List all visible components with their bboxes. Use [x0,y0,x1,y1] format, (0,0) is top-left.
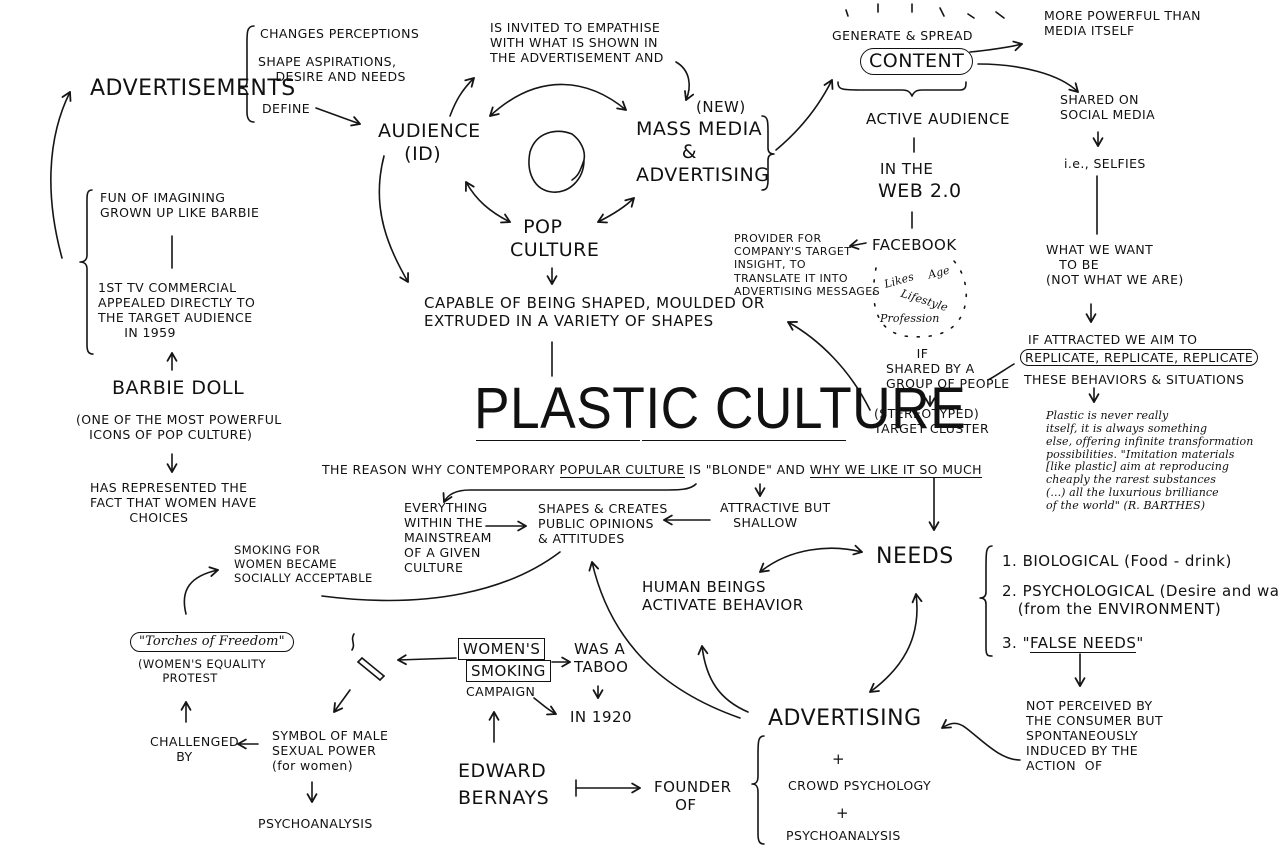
was-taboo-text: WAS A TABOO [574,640,629,676]
challenged-by-text: CHALLENGED BY [150,734,240,764]
plus-sign-2: + [836,804,850,822]
in-the-text: IN THE [880,160,934,178]
founder-of-text: FOUNDER OF [654,778,732,814]
needs-label: NEEDS [876,544,954,569]
title-subtitle: THE REASON WHY CONTEMPORARY POPULAR CULT… [322,462,982,478]
mass-media-label: MASS MEDIA & ADVERTISING [636,118,770,186]
women-choices-text: HAS REPRESENTED THE FACT THAT WOMEN HAVE… [90,480,257,525]
human-beings-text: HUMAN BEINGS ACTIVATE BEHAVIOR [642,578,804,614]
title-underline-right [642,440,846,441]
subtitle-part-c: IS "BLONDE" AND [684,462,810,477]
womens-equality-text: (WOMEN'S EQUALITY PROTEST [138,657,267,685]
torches-of-freedom-label: "Torches of Freedom" [130,632,294,652]
profession-label: Profession [880,312,940,325]
barthes-quote: Plastic is never really itself, it is al… [1046,409,1254,513]
in-1920-text: IN 1920 [570,708,633,726]
capable-shaped-text: CAPABLE OF BEING SHAPED, MOULDED OR EXTR… [424,294,765,330]
pop-culture-label: POP CULTURE [510,216,600,261]
audience-label: AUDIENCE (ID) [378,120,481,165]
not-perceived-text: NOT PERCEIVED BY THE CONSUMER BUT SPONTA… [1026,698,1164,773]
psychoanalysis-left: PSYCHOANALYSIS [258,816,373,831]
advertisements-label: ADVERTISEMENTS [90,76,296,101]
campaign-label: CAMPAIGN [466,684,536,699]
need-false-suffix: " [1136,634,1144,652]
selfies-text: i.e., SELFIES [1064,156,1146,171]
web-2-label: WEB 2.0 [878,180,962,202]
pop-culture-icons-text: (ONE OF THE MOST POWERFUL ICONS OF POP C… [76,412,282,442]
need-false: 3. "FALSE NEEDS" [1002,634,1144,653]
need-psychological: 2. PSYCHOLOGICAL (Desire and wants) (fro… [1002,582,1280,618]
shared-social-media-text: SHARED ON SOCIAL MEDIA [1060,92,1156,122]
define-text: DEFINE [262,101,311,116]
invited-empathise-text: IS INVITED TO EMPATHISE WITH WHAT IS SHO… [490,20,664,65]
attractive-shallow-text: ATTRACTIVE BUT SHALLOW [720,500,831,530]
if-attracted-text: IF ATTRACTED WE AIM TO [1028,332,1198,347]
first-tv-commercial-text: 1ST TV COMMERCIAL APPEALED DIRECTLY TO T… [98,280,256,340]
provider-insight-text: PROVIDER FOR COMPANY'S TARGET INSIGHT, T… [734,232,880,298]
active-audience-label: ACTIVE AUDIENCE [866,110,1010,128]
need-false-prefix: 3. " [1002,634,1030,652]
psychoanalysis-right: PSYCHOANALYSIS [786,828,901,843]
everything-mainstream-text: EVERYTHING WITHIN THE MAINSTREAM OF A GI… [404,500,492,575]
fun-imagining-text: FUN OF IMAGINING GROWN UP LIKE BARBIE [100,190,260,220]
subtitle-popular-culture: POPULAR CULTURE [559,462,685,478]
need-biological: 1. BIOLOGICAL (Food - drink) [1002,552,1232,570]
these-behaviors-text: THESE BEHAVIORS & SITUATIONS [1024,372,1245,387]
advertising-label: ADVERTISING [768,706,922,731]
new-label: (NEW) [696,98,746,116]
facebook-label: FACEBOOK [872,236,957,254]
page-title: PLASTIC CULTURE [474,376,967,441]
edward-bernays-label: EDWARD BERNAYS [458,760,550,809]
generate-spread-text: GENERATE & SPREAD [832,28,973,43]
subtitle-part-a: THE REASON WHY CONTEMPORARY [322,462,560,477]
plus-sign-1: + [832,750,846,768]
smoking-acceptable-text: SMOKING FOR WOMEN BECAME SOCIALLY ACCEPT… [234,543,373,585]
crowd-psychology-text: CROWD PSYCHOLOGY [788,778,932,793]
replicate-label: REPLICATE, REPLICATE, REPLICATE [1020,349,1259,366]
shapes-creates-text: SHAPES & CREATES PUBLIC OPINIONS & ATTIT… [538,501,668,546]
barbie-doll-label: BARBIE DOLL [112,377,245,399]
what-we-want-text: WHAT WE WANT TO BE (NOT WHAT WE ARE) [1046,242,1184,287]
title-underline-left [476,440,640,441]
false-needs-label: FALSE NEEDS [1029,634,1137,653]
changes-perceptions-text: CHANGES PERCEPTIONS [260,26,420,41]
smoking-label: SMOKING [466,660,551,682]
more-powerful-text: MORE POWERFUL THAN MEDIA ITSELF [1044,8,1201,38]
shape-aspirations-text: SHAPE ASPIRATIONS, DESIRE AND NEEDS [258,54,406,84]
if-shared-text: IF SHARED BY A GROUP OF PEOPLE [886,346,1010,391]
subtitle-why-we-like-it: WHY WE LIKE IT SO MUCH [809,462,982,478]
stereotyped-cluster-text: (STEREOTYPED) TARGET CLUSTER [874,406,990,436]
womens-label: WOMEN'S [458,638,546,660]
symbol-male-text: SYMBOL OF MALE SEXUAL POWER (for women) [272,728,389,773]
content-label: CONTENT [860,48,974,75]
